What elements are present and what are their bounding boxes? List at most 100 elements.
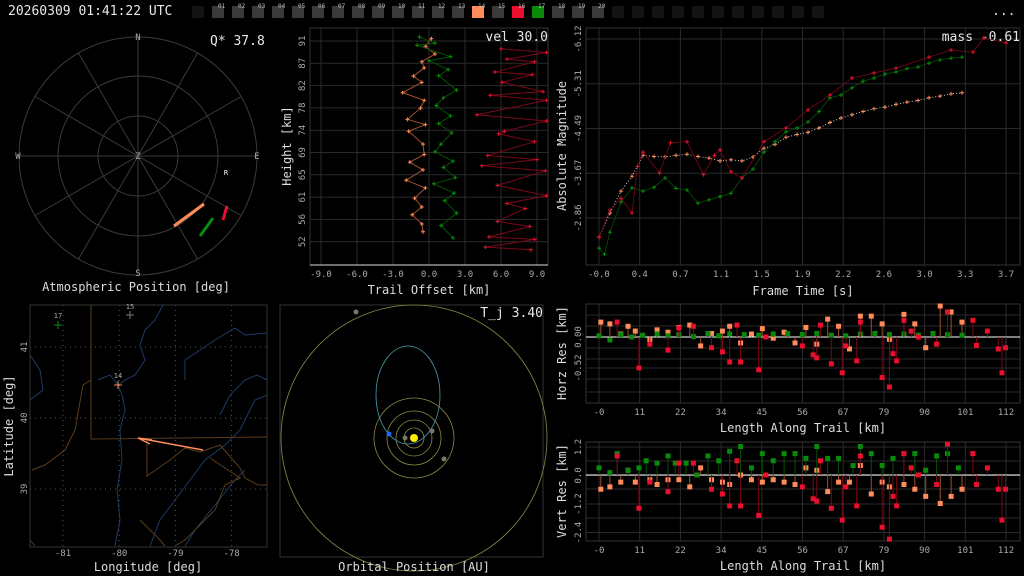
height-offset-panel: vel 30.0 Trail Offset [km] Height [km] -… [280,27,549,297]
series-14-point [927,95,931,100]
series-14-point [960,90,964,95]
series-16-point [619,196,623,201]
magnitude-xlabel: Frame Time [s] [752,284,853,298]
station-14-toggle[interactable]: 14 [472,3,485,18]
series-17-point [449,130,454,135]
station-08-toggle[interactable]: 08 [352,3,365,18]
map-ytick: 40 [20,413,30,424]
series-17-point [773,139,777,144]
series-17-point [453,175,458,180]
station-17-toggle[interactable]: 17 [532,3,546,18]
station-03-toggle[interactable]: 03 [252,3,265,18]
series-17-point [850,85,854,90]
series-16-point [532,59,537,64]
station-15-toggle[interactable]: 15 [492,3,505,18]
series-16-point [828,505,834,511]
series-17-point [665,333,671,339]
station-20-toggle[interactable]: 20 [592,3,605,18]
series-14-point [419,80,424,85]
station-07-toggle[interactable]: 07 [332,3,345,18]
station-12-toggle[interactable]: 12 [432,3,445,18]
series-17-point [912,451,918,457]
station-01-toggle[interactable]: 01 [212,3,225,18]
series-16-point [647,341,653,347]
hr-ytick: 0.00 [574,326,584,348]
series-17-point [825,455,831,461]
series-17-point [654,460,660,466]
series-14-point [423,185,428,190]
planet-dot [429,428,435,434]
series-16-point [949,47,953,52]
station-11-toggle[interactable]: 11 [412,3,425,18]
series-16-point [995,486,1001,492]
compass-south: S [135,269,140,279]
series-16-point [727,503,733,509]
series-16-point [843,343,849,349]
station-id-label: 17 [538,3,546,10]
height-ytick: 56 [298,214,308,225]
vr-xtick: -0 [594,546,605,556]
station-10-toggle[interactable]: 10 [392,3,405,18]
series-16-point [532,237,537,242]
series-14-point [674,153,678,158]
series-16-point [995,346,1001,352]
series-14-point [707,156,711,161]
series-14-point [598,486,604,492]
hr-xtick: 112 [998,408,1014,418]
station-id-label: 13 [458,3,466,10]
series-17-point [828,332,834,338]
station-slot-empty [612,6,624,18]
station-18-toggle[interactable]: 18 [552,3,565,18]
compass-west: W [15,152,21,162]
radiant-marker: R [224,169,229,177]
series-16-point [879,524,885,530]
station-04-toggle[interactable]: 04 [272,3,285,18]
series-14-point [879,321,885,327]
series-16-point [676,325,682,331]
magnitude-xtick: 2.2 [835,270,851,280]
station-05-toggle[interactable]: 05 [292,3,306,18]
station-14-label: 14 [114,372,122,380]
series-17-point [784,129,788,134]
series-16-point [984,465,990,471]
station-06-toggle[interactable]: 06 [312,3,325,18]
station-slot-empty [192,6,204,18]
series-14-point [937,303,943,309]
series-17-point [806,119,810,124]
series-14-point [618,479,624,485]
series-14-point [923,493,929,499]
magnitude-panel: mass -0.61 Frame Time [s] Absolute Magni… [555,25,1021,298]
series-14-point [806,130,810,135]
series-14-point [727,323,733,329]
series-14-point [421,142,425,147]
height-ytick: 52 [298,236,308,247]
vr-xtick: 90 [919,546,930,556]
station-id-label: 05 [298,3,306,10]
orbit-frame [279,304,544,558]
series-14-point [696,154,700,159]
series-16-point [597,235,601,240]
series-14-point [419,204,424,209]
height-xtick: -6.0 [346,270,368,280]
map-frame [29,304,268,548]
series-17-point [905,66,909,71]
series-14-point [872,106,876,111]
station-19-toggle[interactable]: 19 [572,3,585,18]
series-14-point [825,489,831,495]
series-16-point [806,107,810,112]
series-17-point [427,58,431,63]
more-menu-button[interactable]: ... [992,4,1016,19]
series-17-point [596,465,602,471]
series-14-point [698,343,704,349]
series-14-point [607,484,613,490]
station-slot-empty [812,6,824,18]
station-09-toggle[interactable]: 09 [372,3,385,18]
series-17-point [890,455,896,461]
vert-res-ylabel: Vert Res [km] [555,444,569,538]
series-14-point [405,117,410,122]
station-13-toggle[interactable]: 13 [452,3,466,18]
station-02-toggle[interactable]: 02 [232,3,245,18]
vr-xtick: 101 [957,546,973,556]
station-16-toggle[interactable]: 16 [512,3,525,18]
